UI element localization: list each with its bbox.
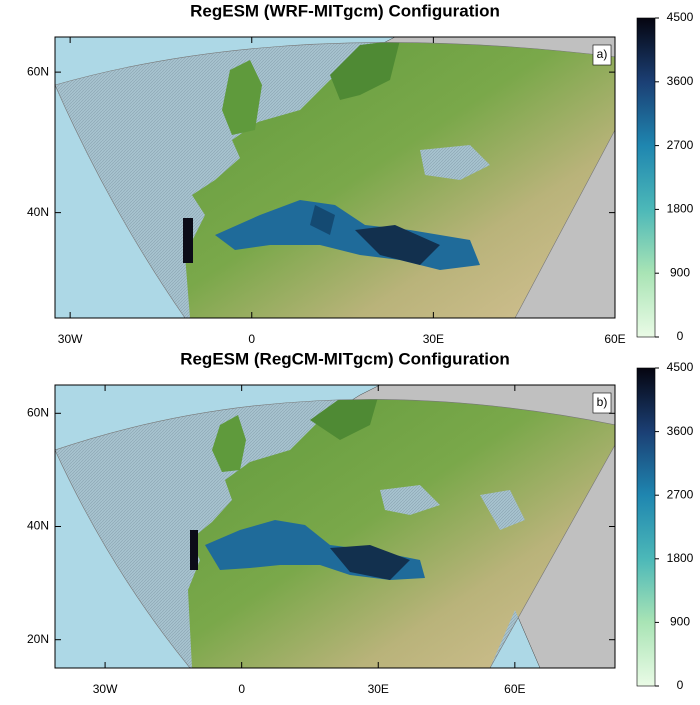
x-tick-label: 60E: [604, 332, 625, 346]
colorbar-tick-label: 2700: [667, 138, 694, 152]
x-tick-label: 30W: [93, 682, 118, 696]
panel-label-box: [592, 392, 612, 414]
panel-label: b): [597, 395, 608, 409]
map-b: [55, 385, 615, 668]
x-tick-label: 0: [248, 332, 255, 346]
colorbar-tick-label: 4500: [667, 10, 694, 24]
panel-label: a): [597, 47, 608, 61]
x-tick-label: 30E: [423, 332, 444, 346]
panel-title: RegESM (WRF-MITgcm) Configuration: [190, 1, 500, 20]
x-tick-label: 30W: [58, 332, 83, 346]
y-tick-label: 60N: [27, 64, 49, 78]
colorbar-tick-label: 3600: [667, 74, 694, 88]
colorbar-tick-label: 2700: [667, 487, 694, 501]
y-tick-label: 20N: [27, 632, 49, 646]
colorbar-tick-label: 900: [670, 615, 690, 629]
colorbar-tick-label: 0: [677, 678, 684, 692]
colorbar-tick-label: 900: [670, 265, 690, 279]
colorbar-tick-label: 1800: [667, 551, 694, 565]
colorbar-tick-label: 3600: [667, 424, 694, 438]
colorbar-tick-label: 4500: [667, 360, 694, 374]
colorbar-b: [636, 367, 656, 687]
panel-label-box: [592, 44, 612, 66]
panel-title: RegESM (RegCM-MITgcm) Configuration: [180, 349, 510, 368]
frame-a: [54, 36, 616, 319]
y-tick-label: 40N: [27, 519, 49, 533]
colorbar-tick-label: 1800: [667, 202, 694, 216]
y-tick-label: 40N: [27, 205, 49, 219]
x-tick-label: 0: [238, 682, 245, 696]
y-tick-label: 60N: [27, 405, 49, 419]
colorbar-tick-label: 0: [677, 329, 684, 343]
map-a: [55, 37, 615, 318]
x-tick-label: 60E: [504, 682, 525, 696]
colorbar-a: [636, 17, 656, 338]
x-tick-label: 30E: [368, 682, 389, 696]
